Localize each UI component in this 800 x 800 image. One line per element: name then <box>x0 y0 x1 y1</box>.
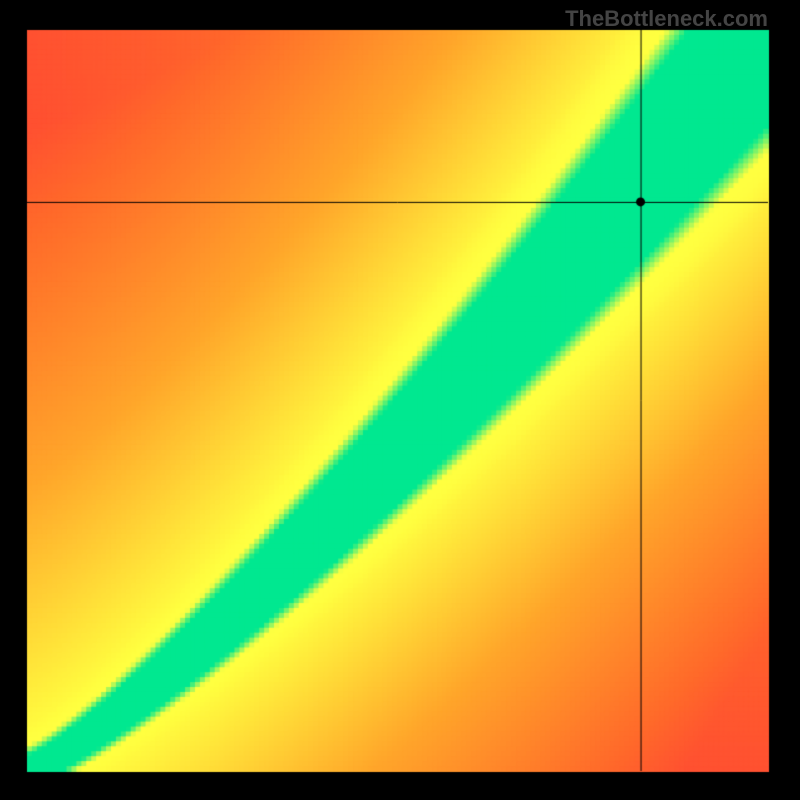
heatmap-canvas <box>0 0 800 800</box>
chart-container: TheBottleneck.com <box>0 0 800 800</box>
watermark-text: TheBottleneck.com <box>565 6 768 32</box>
